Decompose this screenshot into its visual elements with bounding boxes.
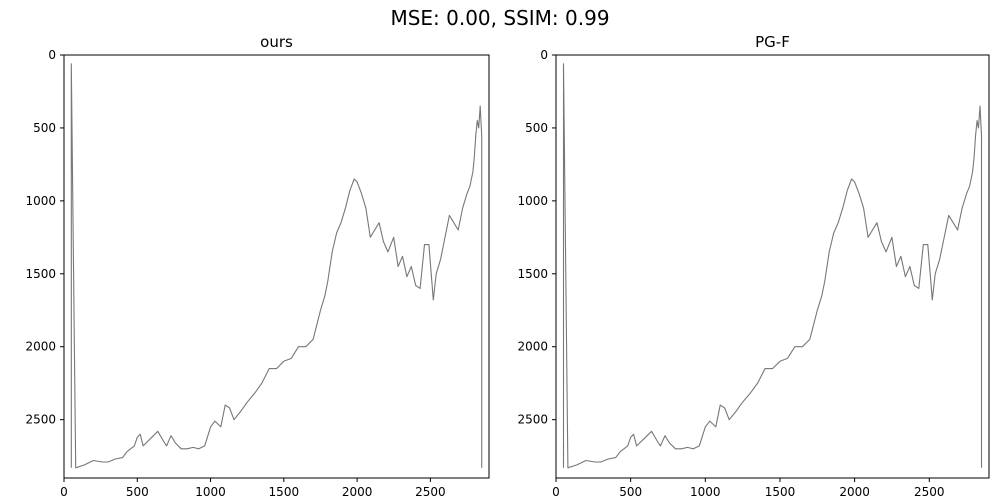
x-tick-label: 1000 xyxy=(690,485,721,499)
y-tick-label: 500 xyxy=(525,121,548,135)
x-tick-label: 1000 xyxy=(195,485,226,499)
y-tick-label: 2500 xyxy=(25,413,56,427)
y-tick-label: 1500 xyxy=(517,267,548,281)
axes-frame xyxy=(63,54,490,479)
x-tick-label: 1500 xyxy=(269,485,300,499)
x-tick-label: 0 xyxy=(60,485,68,499)
y-tick-label: 0 xyxy=(48,48,56,62)
y-tick-label: 500 xyxy=(33,121,56,135)
figure-title: MSE: 0.00, SSIM: 0.99 xyxy=(390,6,610,30)
x-tick-label: 2500 xyxy=(415,485,446,499)
subplot-1: ours 0 500 1000 1500 2000 2500 0 500 1000 1500 2000… xyxy=(25,33,490,499)
y-tick-label: 1000 xyxy=(25,194,56,208)
axes-frame xyxy=(555,54,990,479)
y-tick-label: 1500 xyxy=(25,267,56,281)
y-tick-label: 2000 xyxy=(517,340,548,354)
data-line xyxy=(562,63,983,469)
subplot-title: PG-F xyxy=(755,33,790,51)
y-tick-label: 1000 xyxy=(517,194,548,208)
subplot-title: ours xyxy=(260,33,293,51)
data-line xyxy=(70,63,483,469)
x-tick-label: 500 xyxy=(126,485,149,499)
x-tick-label: 0 xyxy=(552,485,560,499)
x-tick-label: 2500 xyxy=(914,485,945,499)
y-tick-label: 2500 xyxy=(517,413,548,427)
x-tick-label: 500 xyxy=(619,485,642,499)
y-tick-label: 2000 xyxy=(25,340,56,354)
subplot-2: PG-F 0 500 1000 1500 2000 2500 0 500 1000 1500 2000… xyxy=(517,33,990,499)
x-tick-label: 2000 xyxy=(342,485,373,499)
x-tick-label: 1500 xyxy=(765,485,796,499)
y-tick-label: 0 xyxy=(540,48,548,62)
x-tick-label: 2000 xyxy=(839,485,870,499)
